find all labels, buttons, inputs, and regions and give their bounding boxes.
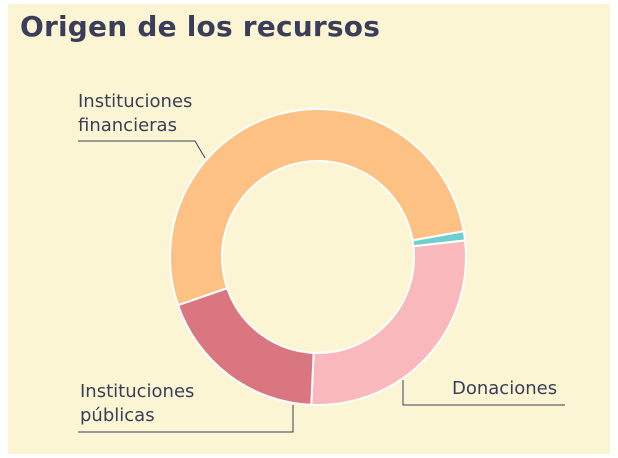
donut [169, 108, 467, 406]
donut-slice [310, 239, 467, 406]
leader-line [402, 380, 565, 406]
leader-line [78, 405, 294, 433]
leader-line [78, 140, 206, 159]
slice-label: Instituciones financieras [78, 91, 193, 136]
slice-label: Donaciones [452, 378, 558, 399]
slice-label: Instituciones públicas [80, 381, 195, 426]
donut-slice [176, 286, 315, 406]
chart-title: Origen de los recursos [20, 10, 381, 43]
donut-slice [169, 108, 465, 307]
